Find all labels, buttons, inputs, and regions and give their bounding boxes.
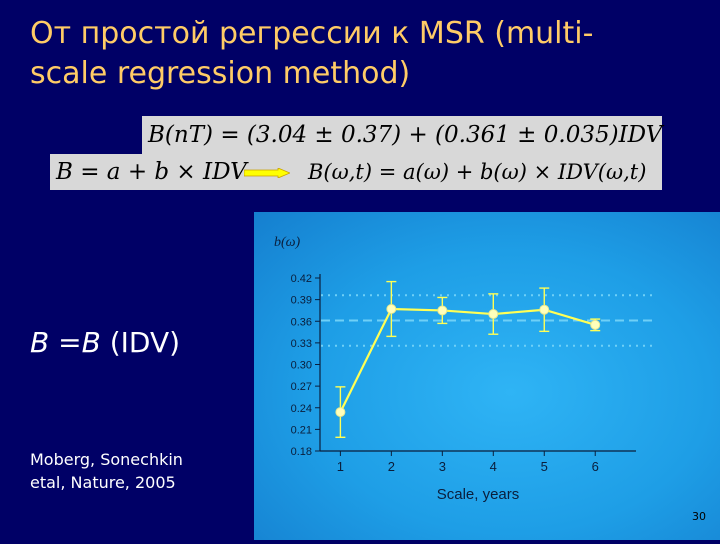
citation: Moberg, Sonechkin etal, Nature, 2005 — [30, 448, 183, 494]
data-point — [437, 305, 448, 316]
data-point — [488, 309, 499, 320]
x-tick-label: 2 — [388, 459, 395, 474]
arrow-right-icon — [244, 168, 290, 178]
data-point — [539, 304, 550, 315]
b-lhs: B — [30, 326, 50, 359]
y-tick-label: 0.30 — [291, 360, 312, 372]
y-tick-label: 0.18 — [291, 446, 312, 458]
y-axis-label: b(ω) — [274, 235, 301, 250]
y-tick-label: 0.39 — [291, 295, 312, 307]
formula-msr: B(ω,t) = a(ω) + b(ω) × IDV(ω,t) — [308, 160, 647, 184]
b-equation: B =B (IDV) — [30, 326, 180, 359]
y-tick-label: 0.24 — [291, 403, 312, 415]
formula-simple: B = a + b × IDV — [56, 159, 247, 185]
x-tick-label: 1 — [337, 459, 344, 474]
y-tick-label: 0.36 — [291, 316, 312, 328]
chart-panel: 0.42 0.39 0.36 0.33 0.30 0.27 0.24 0.21 0.18 1 2 3 4… — [254, 212, 720, 540]
formula-row: B = a + b × IDV B(ω,t) = a(ω) + b(ω) × I… — [50, 154, 662, 190]
x-tick-label: 6 — [592, 459, 599, 474]
slide-title: От простой регрессии к MSR (multi- scale… — [30, 14, 690, 94]
x-axis-label: Scale, years — [437, 486, 520, 503]
x-tick-label: 4 — [490, 459, 497, 474]
x-tick-label: 3 — [439, 459, 446, 474]
data-point — [386, 303, 397, 314]
title-line-1: От простой регрессии к MSR (multi- — [30, 16, 594, 51]
x-tick-label: 5 — [541, 459, 548, 474]
b-rhs: B — [81, 326, 101, 359]
y-tick-label: 0.21 — [291, 424, 312, 436]
data-point — [335, 407, 346, 418]
y-tick-label: 0.33 — [291, 338, 312, 350]
citation-line-1: Moberg, Sonechkin — [30, 450, 183, 469]
data-point — [590, 319, 601, 330]
b-equals: = — [49, 326, 82, 359]
series-line — [339, 307, 596, 413]
y-tick-label: 0.42 — [291, 273, 312, 285]
citation-line-2: etal, Nature, 2005 — [30, 473, 176, 492]
title-line-2: scale regression method) — [30, 56, 411, 91]
y-tick-label: 0.27 — [291, 381, 312, 393]
page-number: 30 — [692, 510, 706, 523]
formula-top: B(nT) = (3.04 ± 0.37) + (0.361 ± 0.035)I… — [142, 116, 662, 154]
b-omega-chart: 0.42 0.39 0.36 0.33 0.30 0.27 0.24 0.21 0.18 1 2 3 4… — [274, 235, 656, 503]
b-arg: (IDV) — [100, 326, 181, 359]
